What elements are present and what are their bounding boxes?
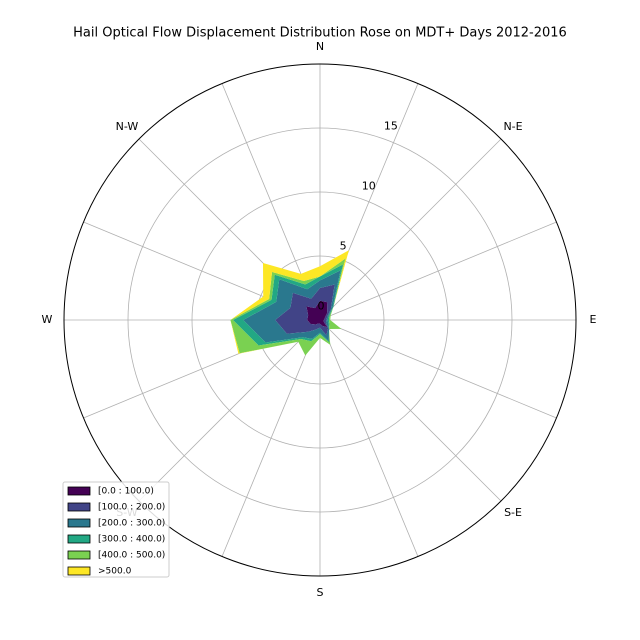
direction-label: S-E [504,506,522,519]
direction-label: N-E [503,120,522,133]
spoke [138,319,321,502]
legend-swatch [67,566,91,576]
area-series [230,258,346,356]
area-series [243,270,341,343]
legend-label: >500.0 [98,567,132,577]
legend-label: [100.0 : 200.0) [98,503,165,513]
direction-label: E [590,313,597,326]
area-series [275,284,335,336]
area-series [306,300,328,328]
direction-label: S [317,586,324,599]
direction-label: N [316,40,324,53]
legend-label: [300.0 : 400.0) [98,535,165,545]
spoke [319,319,502,502]
spoke [221,319,321,557]
legend-label: [400.0 : 500.0) [98,551,165,561]
legend-label: [0.0 : 100.0) [98,487,154,497]
r-tick-label: 15 [384,119,398,132]
legend-swatch [67,534,91,544]
r-tick-label: 5 [340,240,347,253]
legend-swatch [67,502,91,512]
area-series [230,250,349,356]
legend-swatch [67,518,91,528]
r-tick-label: 0 [317,300,324,313]
legend-label: [200.0 : 300.0) [98,519,165,529]
area-series [232,264,344,346]
legend-swatch [67,486,91,496]
spoke [319,319,419,557]
legend-swatch [67,550,91,560]
direction-label: N-W [116,120,139,133]
spoke [319,138,502,321]
outer-circle [63,63,577,577]
spoke [319,319,557,419]
direction-label: W [42,313,53,326]
chart-title: Hail Optical Flow Displacement Distribut… [73,26,567,41]
r-tick-label: 10 [362,180,376,193]
spoke [319,221,557,321]
